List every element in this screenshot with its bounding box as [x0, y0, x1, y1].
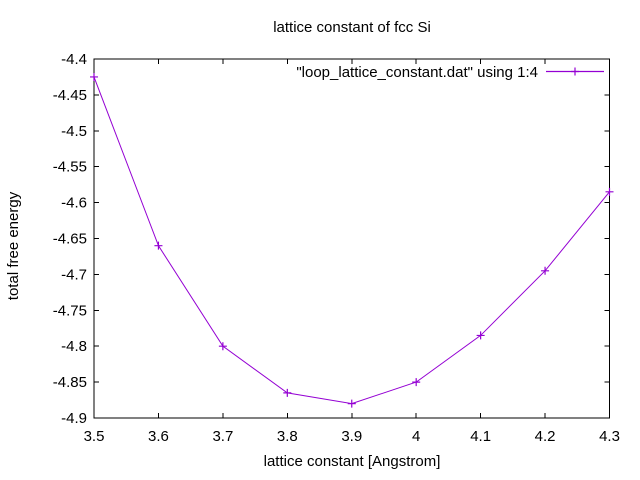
data-point-marker [347, 399, 356, 408]
data-point-marker [283, 388, 292, 397]
y-tick-label: -4.4 [61, 51, 87, 68]
data-point-marker [218, 342, 227, 351]
x-tick-label: 3.8 [277, 428, 298, 445]
y-tick-label: -4.7 [61, 266, 87, 283]
data-point-marker [541, 266, 550, 275]
legend-sample-marker [571, 67, 579, 76]
y-tick-label: -4.8 [61, 338, 87, 355]
y-tick-label: -4.45 [53, 87, 87, 104]
x-tick-label: 4.1 [470, 428, 491, 445]
y-tick-label: -4.85 [53, 374, 87, 391]
y-axis-label: total free energy [5, 191, 22, 300]
y-tick-label: -4.65 [53, 231, 87, 248]
x-tick-label: 3.9 [341, 428, 362, 445]
data-series [90, 72, 614, 408]
legend-line-sample [546, 67, 604, 76]
y-tick-label: -4.9 [61, 410, 87, 427]
legend-label: "loop_lattice_constant.dat" using 1:4 [296, 64, 538, 81]
x-tick-label: 3.7 [212, 428, 233, 445]
x-tick-label: 3.5 [84, 428, 105, 445]
x-tick-label: 4.3 [599, 428, 620, 445]
y-tick-label: -4.55 [53, 159, 87, 176]
x-tick-label: 4.2 [535, 428, 556, 445]
series-line [93, 76, 610, 405]
y-tick-label: -4.6 [61, 195, 87, 212]
plot-border [93, 58, 610, 419]
data-point-marker [412, 378, 421, 387]
x-axis-label: lattice constant [Angstrom] [264, 453, 441, 470]
data-point-marker [154, 241, 163, 250]
data-point-marker [90, 72, 98, 81]
plot-axes: 3.5 3.6 3.7 3.8 3.9 4 4.1 4.2 4.3 -4.4 -4.45 -4.5 -4… [53, 51, 620, 445]
chart-title: lattice constant of fcc Si [273, 19, 431, 36]
legend: "loop_lattice_constant.dat" using 1:4 [296, 64, 604, 81]
y-tick-label: -4.5 [61, 123, 87, 140]
data-point-marker [476, 331, 485, 340]
data-point-marker [605, 187, 614, 196]
x-tick-label: 4 [412, 428, 420, 445]
x-tick-label: 3.6 [148, 428, 169, 445]
y-tick-label: -4.75 [53, 302, 87, 319]
